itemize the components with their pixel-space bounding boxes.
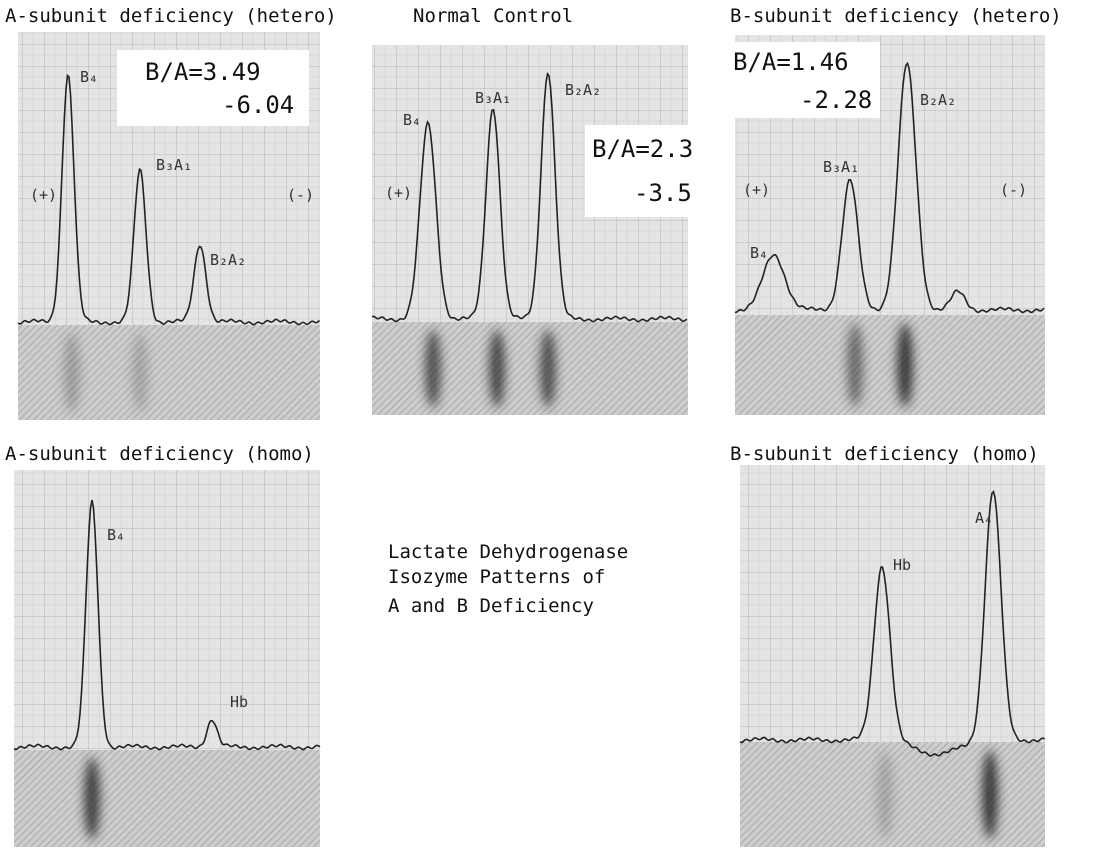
ratio-text: -6.04 [222,91,294,119]
gel-strip [372,322,688,415]
gel-band [897,323,913,407]
peak-label: Hb [230,693,248,711]
peak-label: A₄ [975,509,993,527]
polarity-label: (-) [287,186,314,204]
gel-band [877,750,893,839]
panel-title: Normal Control [413,5,573,27]
trace-grid [14,470,320,750]
caption-line: A and B Deficiency [388,595,594,617]
gel-band [425,329,441,408]
ratio-text: -3.5 [634,179,692,207]
peak-label: B₄ [750,244,768,262]
panels [13,32,1045,847]
gel-band [64,332,80,413]
panel-title: B-subunit deficiency (hetero) [730,5,1062,27]
gel-strip [735,315,1045,415]
gel-band [489,329,505,408]
caption-line: Lactate Dehydrogenase [388,541,628,563]
caption-line: Isozyme Patterns of [388,566,605,588]
peak-label: B₄ [107,526,125,544]
gel-strip [18,325,320,420]
gel-band [132,332,148,413]
ratio-text: -2.28 [800,86,872,114]
ratio-text: B/A=2.3 [592,135,693,163]
peak-label: B₄ [80,68,98,86]
gel-band [84,757,100,840]
polarity-label: (+) [743,181,770,199]
gel-band [982,750,998,839]
ratio-text: B/A=1.46 [733,48,849,76]
peak-label: B₂A₂ [920,91,956,109]
peak-label: B₃A₁ [475,89,511,107]
polarity-label: (+) [385,184,412,202]
polarity-label: (-) [1000,181,1027,199]
densitometer-trace [734,61,1045,314]
peak-label: B₃A₁ [156,156,192,174]
peak-label: B₄ [403,111,421,129]
trace-grid [740,465,1045,742]
peak-label: B₂A₂ [565,81,601,99]
gel-strip [14,750,320,847]
panel-title: A-subunit deficiency (hetero) [5,5,337,27]
densitometer-trace [371,72,688,323]
ratio-box [720,42,880,118]
ratio-box [585,125,707,217]
peak-label: B₃A₁ [823,158,859,176]
gel-band [847,323,863,407]
ratio-text: B/A=3.49 [145,58,261,86]
polarity-label: (+) [30,186,57,204]
panel-title: A-subunit deficiency (homo) [5,443,314,465]
peak-label: Hb [893,556,911,574]
densitometer-trace [13,499,321,751]
panel-title: B-subunit deficiency (homo) [730,443,1039,465]
peak-label: B₂A₂ [210,251,246,269]
gel-band [540,329,556,408]
densitometer-trace [17,73,321,326]
ratio-box [117,50,309,126]
densitometer-trace [739,489,1045,757]
